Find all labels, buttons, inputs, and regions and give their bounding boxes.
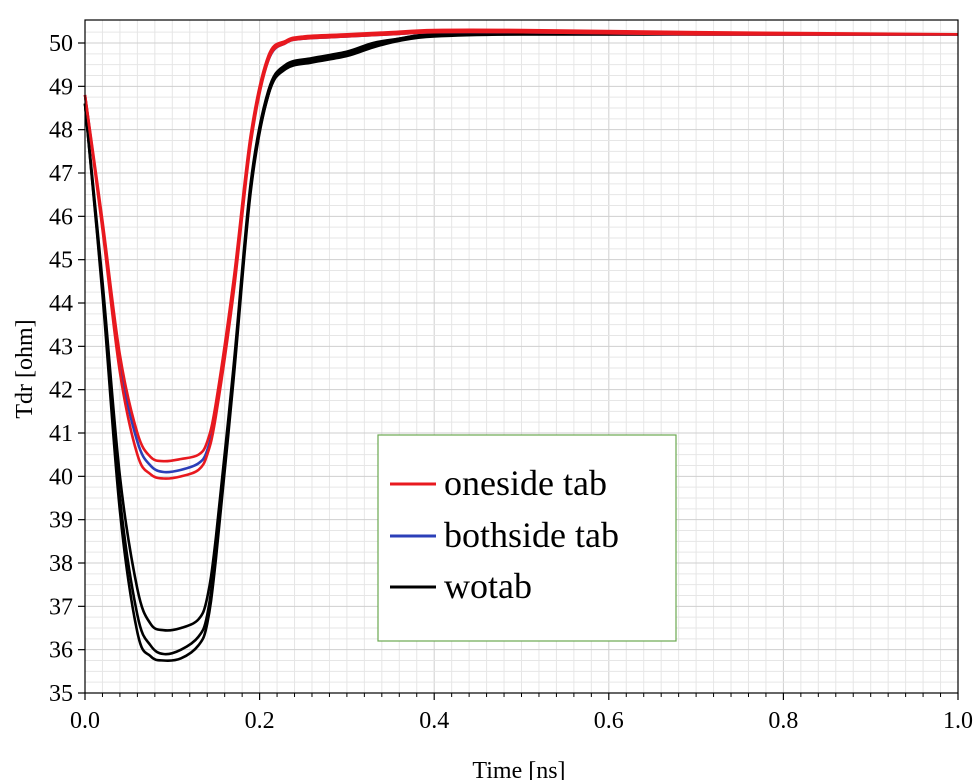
y-tick-label: 40: [49, 464, 73, 490]
series-line-wotab-2: [83, 32, 958, 662]
x-axis-label: Time [ns]: [472, 758, 565, 780]
series-line-oneside-tab-5: [83, 30, 959, 480]
y-tick-label: 39: [49, 508, 73, 534]
y-tick-label: 38: [49, 551, 73, 577]
y-tick-label: 43: [49, 334, 73, 360]
x-tick-label: 0.4: [419, 708, 449, 734]
x-tick-label: 1.0: [943, 708, 973, 734]
x-tick-label: 0.0: [70, 708, 100, 734]
y-tick-label: 45: [49, 248, 73, 274]
legend: oneside tab bothside tab wotab: [377, 434, 677, 642]
y-tick-label: 49: [49, 74, 73, 100]
axis-ticks: 0.0 0.2 0.4 0.6 0.8 1.0 35 36 37 38 39 40 41 42 43 44 45…: [49, 31, 973, 734]
y-axis-label: Tdr [ohm]: [12, 319, 38, 418]
y-tick-label: 44: [49, 291, 73, 317]
y-tick-label: 50: [49, 31, 73, 57]
legend-label-wotab: wotab: [444, 566, 532, 606]
y-tick-label: 47: [49, 161, 73, 187]
y-tick-label: 36: [49, 638, 73, 664]
legend-label-bothside: bothside tab: [444, 515, 619, 555]
y-tick-label: 46: [49, 204, 73, 230]
legend-box: [377, 434, 677, 642]
y-tick-label: 41: [49, 421, 73, 447]
y-tick-label: 35: [49, 681, 73, 707]
x-tick-label: 0.2: [245, 708, 275, 734]
y-tick-label: 48: [49, 118, 73, 144]
y-tick-label: 42: [49, 378, 73, 404]
y-tick-label: 37: [49, 594, 73, 620]
x-tick-label: 0.6: [594, 708, 624, 734]
x-tick-label: 0.8: [768, 708, 798, 734]
series-group: [83, 28, 959, 662]
legend-label-oneside: oneside tab: [444, 463, 607, 503]
